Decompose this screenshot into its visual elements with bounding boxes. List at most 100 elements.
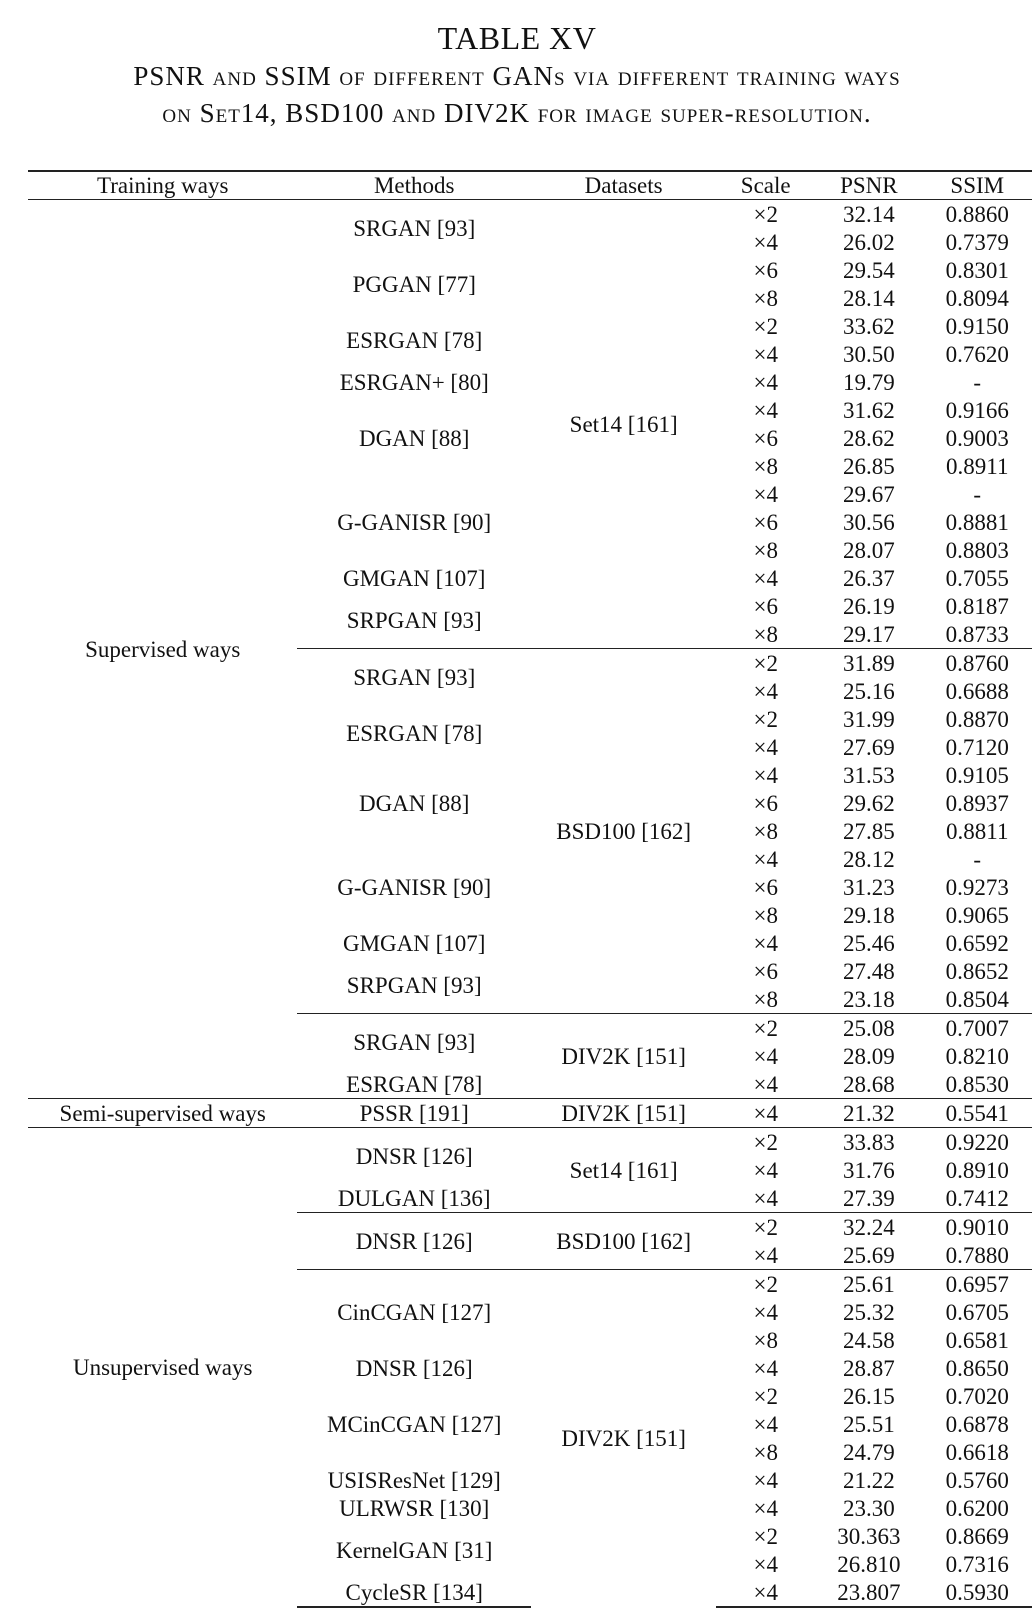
table-row: ×4 30.50 0.7620 (28, 340, 1032, 368)
results-table: Training ways Methods Datasets Scale PSN… (28, 170, 1032, 1608)
table-row: ×4 25.32 0.6705 (28, 1298, 1032, 1326)
scale-cell: ×6 (753, 874, 778, 900)
psnr-cell: 28.12 (842, 846, 895, 872)
method-cell: ESRGAN+ [80] (339, 369, 489, 395)
table-row: ×4 31.76 0.8910 (28, 1156, 1032, 1184)
ssim-cell: 0.6878 (945, 1411, 1009, 1437)
table-row: SRGAN [93] BSD100 [162] ×2 31.89 0.8760 (28, 648, 1032, 1014)
table-row: Unsupervised ways DNSR [126] Set14 [161] ×2… (28, 1127, 1032, 1607)
scale-cell: ×8 (753, 537, 778, 563)
header-datasets: Datasets (584, 173, 663, 198)
scale-cell: ×4 (753, 1467, 778, 1493)
table-row: PGGAN [77] ×6 29.54 0.8301 (28, 256, 1032, 297)
psnr-cell: 31.76 (842, 1157, 895, 1183)
psnr-cell: 26.85 (842, 453, 895, 479)
table-row: Semi-supervised ways PSSR [191] DIV2K [151… (28, 1098, 1032, 1128)
scale-cell: ×6 (753, 509, 778, 535)
psnr-cell: 23.30 (842, 1495, 895, 1521)
psnr-cell: 26.02 (842, 229, 895, 255)
table-row: ×6 29.62 0.8937 (28, 789, 1032, 817)
scale-cell: ×4 (753, 1411, 778, 1437)
method-cell: PSSR [191] (297, 1098, 532, 1128)
scale-cell: ×4 (753, 762, 778, 788)
method-cell: SRGAN [93] (353, 215, 476, 241)
scale-cell: ×4 (753, 678, 778, 704)
dataset-cell: Set14 [161] (569, 411, 678, 437)
ssim-cell: 0.6592 (945, 930, 1009, 956)
ssim-cell: 0.9273 (945, 874, 1009, 900)
psnr-cell: 30.363 (837, 1523, 901, 1549)
ssim-cell: 0.8530 (945, 1071, 1009, 1097)
caption-line-1: PSNR and SSIM of different GANs via diff… (133, 61, 901, 91)
ssim-cell: 0.6581 (945, 1327, 1009, 1353)
table-row: ×4 26.810 0.7316 (28, 1550, 1032, 1578)
table-row: ×6 28.62 0.9003 (28, 424, 1032, 452)
ssim-cell: 0.9150 (945, 313, 1009, 339)
psnr-cell: 27.85 (842, 818, 895, 844)
method-cell: DNSR [126] (297, 1212, 532, 1270)
psnr-cell: 23.807 (815, 1578, 923, 1608)
scale-cell: ×2 (716, 1269, 816, 1298)
header-psnr: PSNR (840, 173, 898, 198)
ssim-cell: 0.8210 (945, 1043, 1009, 1069)
scale-cell: ×4 (753, 341, 778, 367)
scale-cell: ×8 (753, 453, 778, 479)
ssim-cell: 0.9166 (945, 397, 1009, 423)
scale-cell: ×4 (753, 481, 778, 507)
table-row: ×6 30.56 0.8881 (28, 508, 1032, 536)
scale-cell: ×8 (753, 1327, 778, 1353)
psnr-cell: 24.79 (842, 1439, 895, 1465)
scale-cell: ×4 (753, 1071, 778, 1097)
header-scale: Scale (740, 173, 791, 198)
ssim-cell: - (973, 481, 982, 507)
ssim-cell: 0.6618 (945, 1439, 1009, 1465)
ssim-cell: 0.8733 (945, 621, 1009, 647)
table-row: GMGAN [107] ×4 26.37 0.7055 (28, 564, 1032, 592)
psnr-cell: 29.17 (842, 621, 895, 647)
table-row: CycleSR [134] ×4 23.807 0.5930 (28, 1578, 1032, 1608)
scale-cell: ×4 (753, 1355, 778, 1381)
ssim-cell: 0.7120 (945, 734, 1009, 760)
psnr-cell: 31.89 (815, 648, 923, 677)
table-number: TABLE XV (437, 20, 597, 56)
scale-cell: ×4 (716, 1578, 816, 1608)
scale-cell: ×6 (753, 425, 778, 451)
ssim-cell: 0.8187 (945, 593, 1009, 619)
psnr-cell: 31.53 (842, 762, 895, 788)
psnr-cell: 21.32 (815, 1098, 923, 1128)
ssim-cell: 0.8803 (945, 537, 1009, 563)
scale-cell: ×2 (716, 1212, 816, 1241)
table-row: ×8 24.79 0.6618 (28, 1438, 1032, 1466)
scale-cell: ×4 (753, 930, 778, 956)
scale-cell: ×2 (753, 1523, 778, 1549)
scale-cell: ×4 (753, 229, 778, 255)
psnr-cell: 28.14 (842, 285, 895, 311)
scale-cell: ×4 (753, 1495, 778, 1521)
table-row: ULRWSR [130] ×4 23.30 0.6200 (28, 1494, 1032, 1522)
ssim-cell: 0.7007 (922, 1013, 1032, 1042)
scale-cell: ×2 (753, 706, 778, 732)
method-cell: DGAN [88] (358, 790, 470, 816)
table-row: ESRGAN [78] ×4 28.68 0.8530 (28, 1070, 1032, 1099)
table-row: ×4 25.69 0.7880 (28, 1241, 1032, 1270)
ssim-cell: 0.9010 (922, 1212, 1032, 1241)
ssim-cell: 0.8881 (945, 509, 1009, 535)
ssim-cell: 0.7880 (945, 1242, 1009, 1268)
ssim-cell: 0.7316 (945, 1551, 1009, 1577)
scale-cell: ×4 (753, 369, 778, 395)
ssim-cell: 0.8760 (922, 648, 1032, 677)
scale-cell: ×4 (753, 565, 778, 591)
scale-cell: ×4 (753, 846, 778, 872)
psnr-cell: 28.07 (842, 537, 895, 563)
ssim-cell: 0.5541 (922, 1098, 1032, 1128)
method-cell: ESRGAN [78] (346, 327, 483, 353)
ssim-cell: 0.8860 (945, 201, 1009, 227)
psnr-cell: 25.69 (842, 1242, 895, 1268)
table-row: DNSR [126] BSD100 [162] ×2 32.24 0.9010 (28, 1212, 1032, 1270)
ssim-cell: 0.8650 (945, 1355, 1009, 1381)
table-row: DGAN [88] ×4 31.62 0.9166 (28, 396, 1032, 451)
ssim-cell: 0.7020 (945, 1383, 1009, 1409)
scale-cell: ×6 (753, 958, 778, 984)
scale-cell: ×4 (753, 397, 778, 423)
method-cell: DGAN [88] (358, 425, 470, 451)
